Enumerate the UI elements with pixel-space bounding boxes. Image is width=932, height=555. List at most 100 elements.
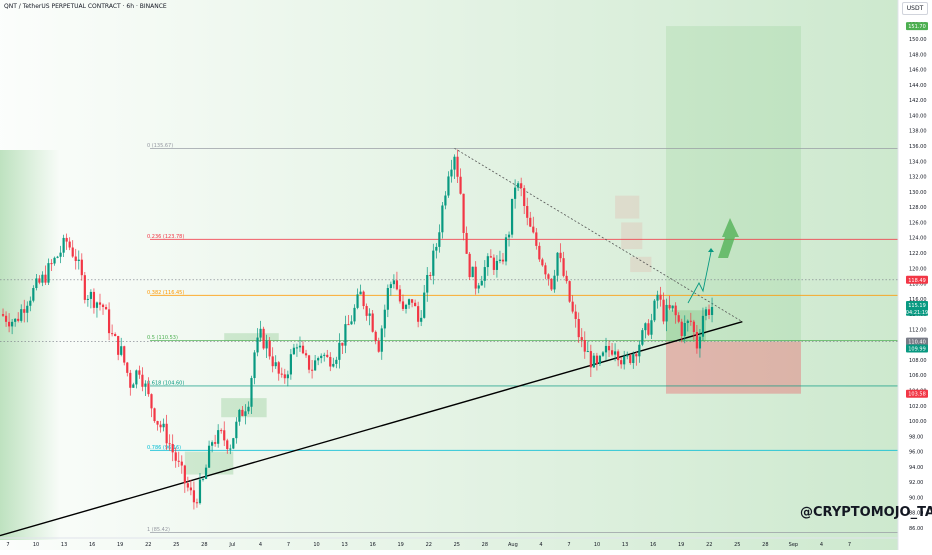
- candle-body: [265, 340, 268, 349]
- candle-body: [47, 263, 50, 283]
- candle-body: [586, 351, 589, 353]
- fib-level-label: 0.236 (123.78): [147, 234, 184, 240]
- time-tick-label: 22: [706, 542, 712, 548]
- candle-body: [223, 430, 226, 441]
- candle-body: [617, 351, 620, 361]
- candle-body: [692, 321, 695, 332]
- candle-body: [198, 479, 202, 504]
- candle-body: [644, 323, 647, 331]
- target-zone[interactable]: [666, 26, 801, 342]
- candle-body: [638, 344, 641, 357]
- time-tick-label: 7: [567, 542, 570, 548]
- candle-body: [262, 328, 265, 349]
- candle-body: [132, 384, 135, 388]
- candle-body: [401, 301, 405, 309]
- candle-body: [371, 313, 374, 332]
- price-badge[interactable]: [906, 300, 928, 309]
- price-badge[interactable]: [906, 389, 928, 398]
- candle-body: [583, 340, 586, 352]
- candle-body: [347, 324, 350, 326]
- candle-body: [456, 156, 459, 177]
- candle-body: [480, 280, 483, 286]
- candle-body: [162, 423, 165, 428]
- price-badge[interactable]: [906, 275, 928, 284]
- candle-body: [247, 406, 250, 412]
- price-tick-label: 126.00: [909, 220, 927, 226]
- price-tick-label: 102.00: [909, 404, 927, 410]
- candle-body: [535, 232, 538, 246]
- candle-body: [426, 274, 429, 293]
- price-tick-label: 140.00: [909, 113, 927, 119]
- candle-body: [438, 232, 441, 247]
- candle-body: [310, 369, 314, 371]
- candle-body: [465, 232, 468, 254]
- time-tick-label: 22: [426, 542, 432, 548]
- time-tick-label: 13: [341, 542, 347, 548]
- candle-body: [89, 291, 92, 299]
- candle-body: [444, 195, 447, 206]
- candle-body: [410, 299, 414, 303]
- price-badge[interactable]: [906, 22, 928, 31]
- candle-body: [295, 347, 299, 349]
- price-tick-label: 142.00: [909, 98, 927, 104]
- candle-body: [486, 256, 489, 268]
- candle-body: [174, 452, 177, 461]
- price-tick-label: 116.00: [909, 297, 927, 303]
- candle-body: [398, 289, 402, 302]
- descending-trendline[interactable]: [454, 147, 743, 323]
- candle-body: [359, 291, 362, 295]
- price-badge[interactable]: [906, 337, 928, 346]
- time-tick-label: 19: [398, 542, 404, 548]
- price-tick-label: 96.00: [909, 450, 923, 456]
- candle-body: [607, 345, 611, 351]
- candle-body: [101, 304, 105, 308]
- price-badge[interactable]: [906, 307, 928, 316]
- candle-body: [286, 374, 289, 379]
- candle-body: [368, 313, 371, 316]
- candle-body: [510, 198, 514, 235]
- price-tick-label: 128.00: [909, 205, 927, 211]
- candle-body: [314, 360, 317, 371]
- candle-body: [65, 237, 68, 242]
- candle-body: [435, 246, 438, 251]
- fib-level-label: 0 (135.67): [147, 143, 173, 149]
- candle-body: [271, 356, 274, 367]
- candle-body: [613, 351, 617, 355]
- candle-body: [256, 337, 259, 353]
- price-badge-label: 04:21:19: [906, 310, 928, 316]
- time-tick-label: 28: [201, 542, 207, 548]
- price-badge-label: 115.19: [908, 303, 926, 309]
- candle-body: [35, 278, 38, 289]
- candle-body: [429, 274, 432, 276]
- candle-body: [217, 430, 220, 444]
- symbol-title[interactable]: QNT / TetherUS PERPETUAL CONTRACT · 6h ·…: [4, 3, 167, 10]
- candle-body: [301, 345, 305, 354]
- candle-body: [365, 306, 368, 316]
- candle-body: [468, 253, 471, 278]
- candle-body: [77, 259, 80, 262]
- price-tick-label: 138.00: [909, 129, 927, 135]
- projection-arrowhead: [708, 248, 714, 252]
- time-tick-label: 4: [259, 542, 262, 548]
- candle-body: [407, 299, 411, 305]
- price-badge[interactable]: [906, 344, 928, 353]
- price-tick-label: 100.00: [909, 419, 927, 425]
- candle-body: [141, 374, 144, 387]
- currency-button[interactable]: USDT: [902, 2, 928, 15]
- candle-body: [662, 299, 665, 322]
- candle-body: [568, 281, 571, 302]
- candle-body: [489, 256, 492, 258]
- time-tick-label: 22: [145, 542, 151, 548]
- demand-zone: [221, 398, 267, 418]
- price-tick-label: 92.00: [909, 480, 923, 486]
- stop-zone[interactable]: [666, 341, 801, 394]
- fib-level-label: 0.5 (110.53): [147, 335, 178, 341]
- candle-body: [44, 274, 47, 283]
- candle-body: [432, 250, 435, 276]
- candle-body: [562, 258, 565, 276]
- candle-body: [165, 423, 168, 444]
- candle-body: [183, 465, 186, 484]
- price-tick-label: 146.00: [909, 68, 927, 74]
